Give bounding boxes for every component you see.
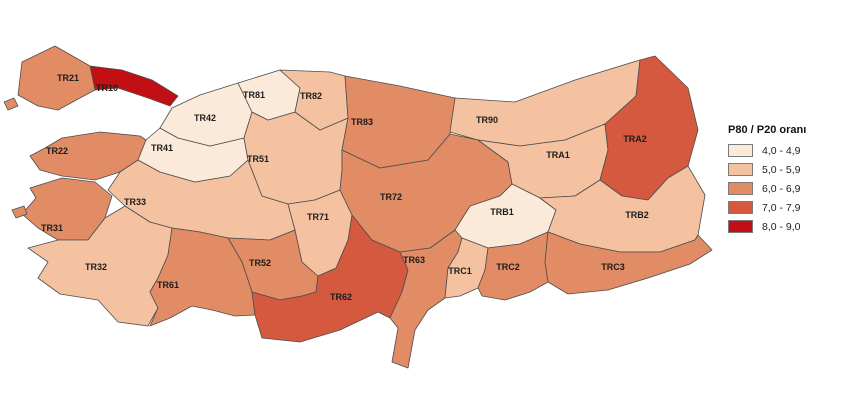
region-label-tr82: TR82 <box>300 91 322 101</box>
region-label-tr62: TR62 <box>330 292 352 302</box>
region-trc3 <box>544 231 713 295</box>
region-label-tra2: TRA2 <box>623 134 647 144</box>
region-label-tr10: TR10 <box>96 83 118 93</box>
map-legend: P80 / P20 oranı 4,0 - 4,9 5,0 - 5,9 6,0 … <box>728 124 806 239</box>
region-tr83 <box>341 75 456 169</box>
region-label-tr83: TR83 <box>351 117 373 127</box>
region-trc2 <box>477 231 549 301</box>
legend-swatch-class5 <box>728 220 753 233</box>
region-label-tr22: TR22 <box>46 146 68 156</box>
region-label-tr52: TR52 <box>249 258 271 268</box>
region-label-tra1: TRA1 <box>546 150 570 160</box>
region-label-tr33: TR33 <box>124 197 146 207</box>
region-label-tr71: TR71 <box>307 212 329 222</box>
legend-label-class2: 5,0 - 5,9 <box>762 163 801 176</box>
region-tr21 <box>17 45 96 111</box>
region-label-tr51: TR51 <box>247 154 269 164</box>
legend-row: 8,0 - 9,0 <box>728 220 806 233</box>
region-label-tr90: TR90 <box>476 115 498 125</box>
legend-label-class5: 8,0 - 9,0 <box>762 220 801 233</box>
legend-label-class4: 7,0 - 7,9 <box>762 201 801 214</box>
region-tr71 <box>287 189 353 277</box>
region-label-tr32: TR32 <box>85 262 107 272</box>
region-tr10 <box>89 65 179 107</box>
region-label-tr81: TR81 <box>243 90 265 100</box>
region-label-tr72: TR72 <box>380 192 402 202</box>
region-label-trc1: TRC1 <box>448 266 472 276</box>
region-label-trb1: TRB1 <box>490 207 514 217</box>
island <box>11 205 28 219</box>
region-tr82 <box>279 69 349 131</box>
legend-swatch-class1 <box>728 144 753 157</box>
legend-row: 7,0 - 7,9 <box>728 201 806 214</box>
legend-label-class1: 4,0 - 4,9 <box>762 144 801 157</box>
region-label-trb2: TRB2 <box>625 210 649 220</box>
legend-title: P80 / P20 oranı <box>728 124 807 136</box>
legend-row: 6,0 - 6,9 <box>728 182 806 195</box>
region-label-tr21: TR21 <box>57 73 79 83</box>
legend-label-class3: 6,0 - 6,9 <box>762 182 801 195</box>
legend-row: 5,0 - 5,9 <box>728 163 806 176</box>
region-label-tr31: TR31 <box>41 223 63 233</box>
region-label-trc3: TRC3 <box>601 262 625 272</box>
region-label-tr41: TR41 <box>151 143 173 153</box>
legend-swatch-class4 <box>728 201 753 214</box>
legend-swatch-class2 <box>728 163 753 176</box>
legend-swatch-class3 <box>728 182 753 195</box>
region-label-tr63: TR63 <box>403 255 425 265</box>
region-tr61 <box>149 227 256 327</box>
legend-row: 4,0 - 4,9 <box>728 144 806 157</box>
region-label-trc2: TRC2 <box>496 262 520 272</box>
island <box>3 97 19 111</box>
region-label-tr42: TR42 <box>194 113 216 123</box>
region-label-tr61: TR61 <box>157 280 179 290</box>
